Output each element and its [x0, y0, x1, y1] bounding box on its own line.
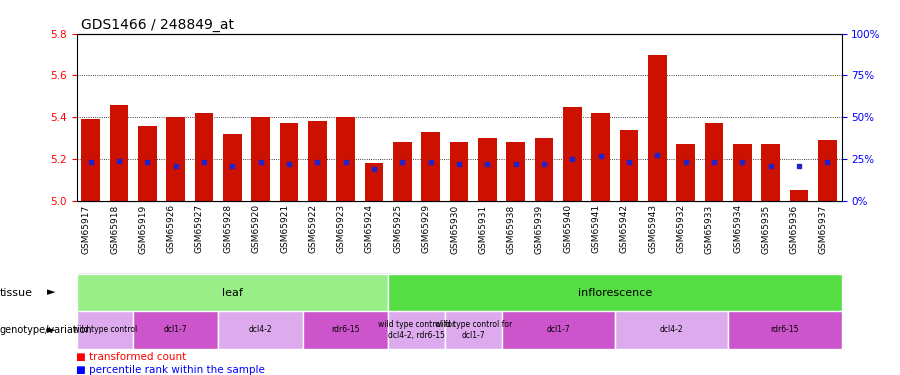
- Bar: [445, 311, 501, 349]
- Text: GSM65931: GSM65931: [478, 204, 487, 254]
- Text: ■ transformed count: ■ transformed count: [76, 352, 187, 362]
- Bar: [223, 134, 241, 201]
- Bar: [76, 274, 388, 311]
- Bar: [388, 274, 842, 311]
- Text: GSM65922: GSM65922: [309, 204, 318, 253]
- Bar: [308, 122, 327, 201]
- Text: GSM65923: GSM65923: [337, 204, 346, 254]
- Text: rdr6-15: rdr6-15: [770, 326, 799, 334]
- Bar: [507, 142, 525, 201]
- Text: GSM65934: GSM65934: [734, 204, 742, 254]
- Text: ►: ►: [47, 288, 55, 297]
- Bar: [303, 311, 388, 349]
- Bar: [728, 311, 842, 349]
- Text: GSM65942: GSM65942: [620, 204, 629, 253]
- Text: wild type control for
dcl1-7: wild type control for dcl1-7: [435, 320, 512, 340]
- Text: inflorescence: inflorescence: [578, 288, 652, 297]
- Bar: [166, 117, 184, 201]
- Bar: [615, 311, 728, 349]
- Text: GSM65933: GSM65933: [705, 204, 714, 254]
- Bar: [677, 144, 695, 201]
- Bar: [450, 142, 468, 201]
- Bar: [648, 55, 667, 201]
- Bar: [251, 117, 270, 201]
- Bar: [563, 107, 581, 201]
- Text: GSM65926: GSM65926: [166, 204, 176, 254]
- Bar: [388, 311, 445, 349]
- Text: GSM65927: GSM65927: [195, 204, 204, 254]
- Bar: [76, 311, 133, 349]
- Text: dcl4-2: dcl4-2: [660, 326, 683, 334]
- Text: GSM65935: GSM65935: [761, 204, 770, 254]
- Bar: [138, 126, 157, 201]
- Bar: [364, 163, 383, 201]
- Bar: [591, 113, 610, 201]
- Text: GSM65917: GSM65917: [82, 204, 91, 254]
- Bar: [620, 130, 638, 201]
- Bar: [82, 119, 100, 201]
- Bar: [501, 311, 615, 349]
- Bar: [280, 123, 298, 201]
- Bar: [393, 142, 411, 201]
- Bar: [818, 140, 836, 201]
- Text: ■ percentile rank within the sample: ■ percentile rank within the sample: [76, 365, 266, 375]
- Text: GSM65920: GSM65920: [252, 204, 261, 254]
- Text: GSM65921: GSM65921: [280, 204, 289, 254]
- Bar: [790, 190, 808, 201]
- Text: dcl4-2: dcl4-2: [249, 326, 273, 334]
- Text: GSM65924: GSM65924: [365, 204, 374, 253]
- Bar: [535, 138, 554, 201]
- Text: GSM65929: GSM65929: [422, 204, 431, 254]
- Bar: [110, 105, 128, 201]
- Bar: [761, 144, 780, 201]
- Text: GSM65937: GSM65937: [818, 204, 827, 254]
- Text: tissue: tissue: [0, 288, 33, 297]
- Text: GSM65932: GSM65932: [677, 204, 686, 254]
- Bar: [194, 113, 213, 201]
- Text: dcl1-7: dcl1-7: [164, 326, 187, 334]
- Text: GSM65941: GSM65941: [591, 204, 600, 254]
- Bar: [218, 311, 303, 349]
- Text: GSM65930: GSM65930: [450, 204, 459, 254]
- Text: GSM65925: GSM65925: [393, 204, 402, 254]
- Bar: [705, 123, 724, 201]
- Text: GSM65939: GSM65939: [535, 204, 544, 254]
- Text: GDS1466 / 248849_at: GDS1466 / 248849_at: [81, 18, 234, 32]
- Text: wild type control: wild type control: [73, 326, 137, 334]
- Text: genotype/variation: genotype/variation: [0, 325, 93, 335]
- Text: rdr6-15: rdr6-15: [331, 326, 360, 334]
- Text: leaf: leaf: [222, 288, 243, 297]
- Text: GSM65938: GSM65938: [507, 204, 516, 254]
- Bar: [421, 132, 440, 201]
- Text: GSM65928: GSM65928: [223, 204, 232, 254]
- Text: dcl1-7: dcl1-7: [546, 326, 570, 334]
- Text: GSM65936: GSM65936: [790, 204, 799, 254]
- Text: GSM65918: GSM65918: [110, 204, 119, 254]
- Text: wild type control for
dcl4-2, rdr6-15: wild type control for dcl4-2, rdr6-15: [378, 320, 455, 340]
- Bar: [478, 138, 497, 201]
- Bar: [734, 144, 752, 201]
- Bar: [133, 311, 218, 349]
- Text: ►: ►: [47, 325, 55, 335]
- Text: GSM65943: GSM65943: [648, 204, 657, 254]
- Text: GSM65919: GSM65919: [139, 204, 148, 254]
- Text: GSM65940: GSM65940: [563, 204, 572, 254]
- Bar: [337, 117, 355, 201]
